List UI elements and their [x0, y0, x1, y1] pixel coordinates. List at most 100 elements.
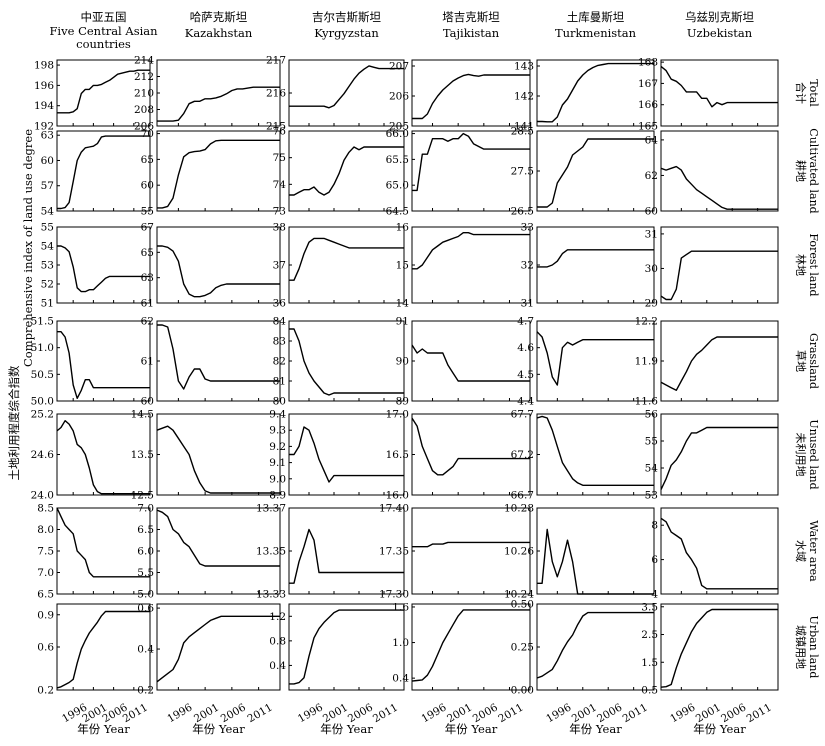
y-tick-label: 55	[41, 222, 54, 234]
y-tick-label: 165	[638, 121, 658, 133]
panel: 0.5 1.5 2.5 3.5	[641, 601, 779, 697]
panel-frame	[56, 320, 151, 402]
x-tick-label: 2011	[371, 702, 400, 726]
y-tick-label: 16.0	[386, 490, 409, 502]
panel: 13.33 13.35 13.37	[256, 503, 405, 601]
panel: 0.4 0.8 1.2	[269, 603, 405, 691]
x-axis-title: 年份 Year	[693, 722, 746, 736]
y-tick-label: 55	[141, 206, 154, 218]
panels: 1921941961982062082102122142152162172052…	[31, 55, 779, 697]
y-tick-label: 8	[651, 520, 658, 532]
column-title-cn: 中亚五国	[81, 10, 127, 24]
y-tick-label: 12.2	[635, 316, 658, 328]
panel-frame	[288, 226, 405, 304]
panel: 6.5 7.0 7.5 8.0 8.5	[37, 503, 151, 601]
y-tick-label: 143	[514, 61, 534, 73]
column-title-cn: 乌兹别克斯坦	[685, 10, 754, 24]
panel-frame	[660, 130, 779, 212]
panel-frame	[411, 130, 531, 212]
y-tick-label: 66.7	[511, 490, 534, 502]
y-tick-label: 9.2	[269, 441, 286, 453]
panel-frame	[536, 320, 655, 402]
row-label-cn: 耕地	[794, 160, 808, 182]
y-tick-label: 51	[41, 298, 54, 310]
series-line	[536, 415, 654, 486]
y-tick-label: 33	[521, 222, 534, 234]
y-tick-label: 74	[273, 179, 287, 191]
y-tick-label: 4	[651, 589, 658, 601]
y-tick-label: 32	[521, 260, 534, 272]
y-tick-label: 0.9	[37, 609, 54, 621]
y-tick-label: 7.5	[37, 546, 54, 558]
panel-frame	[411, 59, 531, 127]
y-tick-label: 65	[141, 154, 154, 166]
y-tick-label: 212	[134, 71, 154, 83]
y-tick-label: 24.6	[31, 449, 55, 461]
x-tick-label: 2011	[745, 702, 774, 726]
y-tick-label: 60	[41, 155, 54, 167]
panel: 61 63 65 67	[141, 222, 281, 310]
series-line	[536, 611, 654, 679]
y-tick-label: 8.5	[37, 503, 54, 515]
y-tick-label: 29	[645, 298, 658, 310]
y-tick-label: 9.4	[269, 409, 286, 421]
series-line	[289, 65, 404, 109]
panel: 55 60 65 70	[141, 128, 281, 218]
y-tick-label: 51.5	[31, 316, 54, 328]
panel: 64.5 65.0 65.5 66.0	[386, 128, 531, 218]
panel-frame	[536, 226, 655, 304]
panel-frame	[660, 226, 779, 304]
series-line	[412, 73, 530, 120]
y-tick-label: 50.5	[31, 369, 54, 381]
y-tick-label: 55	[645, 436, 658, 448]
column-title-en: Five Central Asian	[49, 24, 158, 38]
y-tick-label: 0.2	[37, 685, 54, 697]
x-tick-label: 2011	[621, 702, 650, 726]
y-tick-label: 15	[396, 260, 409, 272]
y-tick-label: 25.2	[31, 409, 54, 421]
series-line	[57, 331, 150, 399]
y-tick-label: 17.40	[379, 503, 409, 515]
column-title-en: Kazakhstan	[185, 26, 253, 40]
y-tick-label: 167	[638, 78, 658, 90]
series-line	[156, 615, 280, 683]
panel: 206 208 210 212 214	[134, 55, 281, 133]
y-tick-label: 215	[266, 121, 286, 133]
y-tick-label: 8.0	[37, 524, 54, 536]
row-label-en: Grassland	[807, 333, 820, 389]
panel: 14 15 16	[396, 222, 531, 310]
y-tick-label: 10.24	[504, 589, 534, 601]
series-line	[289, 146, 404, 196]
row-label-cn: 城镇用地	[794, 625, 808, 669]
y-tick-label: 217	[266, 55, 286, 67]
series-line	[156, 425, 280, 494]
column-title-cn: 哈萨克斯坦	[190, 10, 248, 24]
y-tick-label: 5.5	[137, 567, 154, 579]
series-line	[537, 528, 654, 595]
y-tick-label: 10.26	[504, 546, 534, 558]
y-tick-label: 206	[134, 121, 154, 133]
y-tick-label: 3.5	[641, 601, 658, 613]
x-tick-label: 2011	[246, 702, 275, 726]
y-tick-label: 90	[396, 356, 409, 368]
panel: 51 52 53 54 55	[41, 222, 151, 310]
panel-frame	[536, 413, 655, 496]
row-label-cn: 水域	[794, 540, 807, 562]
panel: 73 74 75 76	[273, 126, 405, 218]
series-line	[157, 86, 280, 122]
panel: 141 142 143	[514, 59, 655, 133]
series-line	[537, 249, 654, 268]
y-tick-label: 54	[41, 206, 55, 218]
y-tick-label: 75	[273, 152, 286, 164]
row-label-cn: 草地	[794, 350, 807, 372]
y-tick-label: 17.0	[386, 409, 409, 421]
y-tick-label: 168	[638, 57, 658, 69]
panel: 80 81 82 83 84	[273, 316, 405, 408]
y-tick-label: 13.35	[256, 546, 286, 558]
series-line	[660, 608, 778, 688]
panel: 12.5 13.5 14.5	[131, 409, 281, 502]
panel: 29 30 31	[645, 226, 779, 310]
y-tick-label: 66.0	[386, 128, 409, 140]
